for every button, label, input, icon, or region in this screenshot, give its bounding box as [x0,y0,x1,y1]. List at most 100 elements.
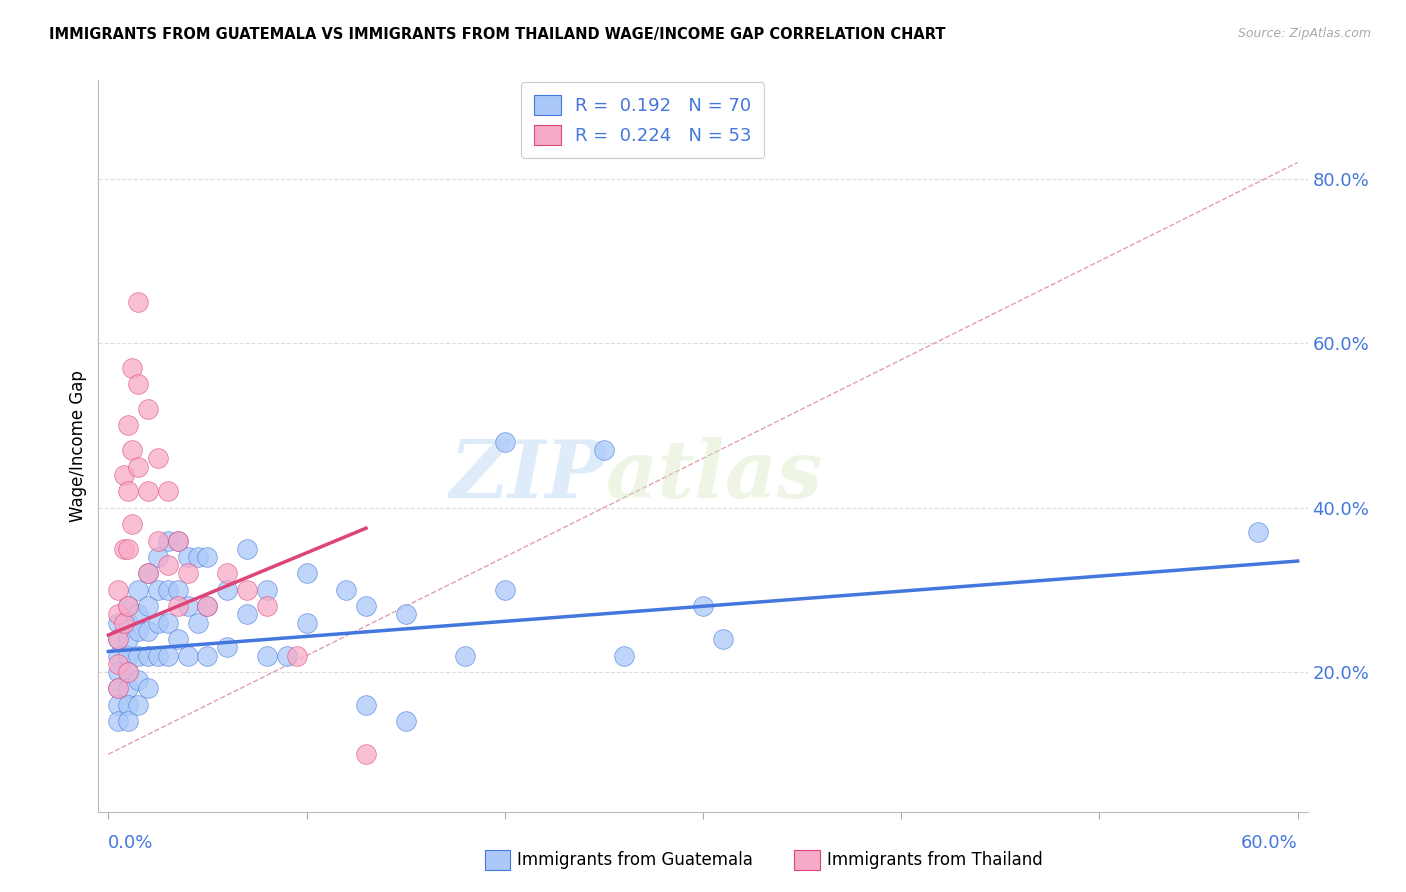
Text: IMMIGRANTS FROM GUATEMALA VS IMMIGRANTS FROM THAILAND WAGE/INCOME GAP CORRELATIO: IMMIGRANTS FROM GUATEMALA VS IMMIGRANTS … [49,27,946,42]
Point [117,541,139,556]
Point [197,599,219,614]
Point [117,665,139,679]
Point [156,648,179,663]
Point [256,648,278,663]
Point [166,582,188,597]
Point [136,402,159,417]
Text: Immigrants from Guatemala: Immigrants from Guatemala [517,851,754,869]
Point [186,549,208,564]
Point [146,533,169,548]
Point [236,607,259,622]
Point [156,484,179,499]
Text: atlas: atlas [606,436,824,514]
Point [276,648,298,663]
Point [107,665,129,679]
Point [146,615,169,630]
Text: 0.0%: 0.0% [108,834,153,852]
Point [136,566,159,581]
Point [117,681,139,696]
Point [236,541,259,556]
Point [127,673,149,688]
Point [112,541,135,556]
Point [136,566,159,581]
Point [107,657,129,671]
Point [197,549,219,564]
Point [107,648,129,663]
Point [136,624,159,638]
Point [166,599,188,614]
Point [127,582,149,597]
Point [146,582,169,597]
Point [176,566,198,581]
Point [711,632,734,647]
Point [186,615,208,630]
Point [107,698,129,712]
Point [166,533,188,548]
Point [156,558,179,573]
Point [256,599,278,614]
Point [107,607,129,622]
Point [117,599,139,614]
Point [121,517,143,532]
Point [692,599,714,614]
Point [217,582,239,597]
Point [127,624,149,638]
Point [176,648,198,663]
Point [1247,525,1270,540]
Point [117,599,139,614]
Point [117,665,139,679]
Point [136,599,159,614]
Point [613,648,636,663]
Point [136,648,159,663]
Point [494,582,516,597]
Point [197,648,219,663]
Point [117,632,139,647]
Point [156,582,179,597]
Point [107,632,129,647]
Text: ZIP: ZIP [450,436,606,514]
Text: Source: ZipAtlas.com: Source: ZipAtlas.com [1237,27,1371,40]
Point [166,632,188,647]
Point [117,648,139,663]
Point [117,484,139,499]
Point [295,566,318,581]
Point [127,698,149,712]
Y-axis label: Wage/Income Gap: Wage/Income Gap [69,370,87,522]
Point [593,443,616,458]
Point [117,714,139,729]
Point [127,295,149,310]
Text: Immigrants from Thailand: Immigrants from Thailand [827,851,1042,869]
Point [197,599,219,614]
Point [107,632,129,647]
Point [166,533,188,548]
Point [176,549,198,564]
Point [107,681,129,696]
Point [146,648,169,663]
Point [146,451,169,466]
Point [494,434,516,449]
Point [217,640,239,655]
Text: 60.0%: 60.0% [1241,834,1298,852]
Point [395,607,418,622]
Point [295,615,318,630]
Point [127,648,149,663]
Point [107,681,129,696]
Point [107,615,129,630]
Point [156,533,179,548]
Point [335,582,357,597]
Point [217,566,239,581]
Point [395,714,418,729]
Point [146,549,169,564]
Point [354,698,377,712]
Point [127,459,149,474]
Point [117,698,139,712]
Point [112,467,135,482]
Point [121,360,143,375]
Point [107,714,129,729]
Point [127,377,149,392]
Point [117,615,139,630]
Point [136,681,159,696]
Point [236,582,259,597]
Point [107,582,129,597]
Point [156,615,179,630]
